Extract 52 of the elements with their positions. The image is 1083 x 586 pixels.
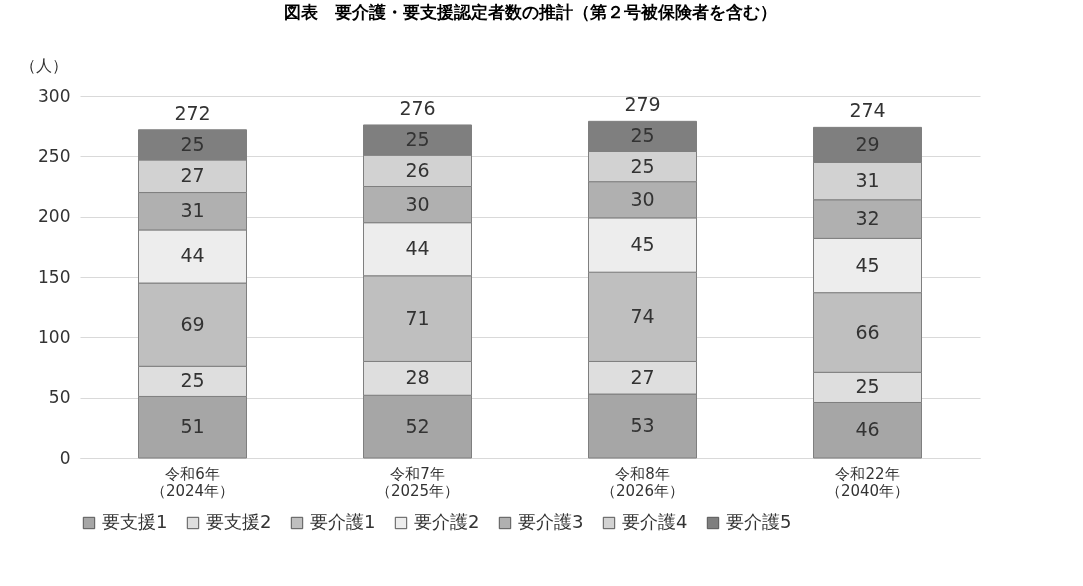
data-label: 27: [180, 164, 205, 187]
y-tick-label: 250: [38, 145, 71, 166]
y-tick-label: 50: [48, 387, 71, 408]
data-label: 69: [180, 312, 205, 335]
data-label: 31: [855, 169, 880, 192]
total-label: 276: [399, 96, 436, 119]
data-label: 46: [855, 418, 880, 441]
x-tick-label: 令和22年（2040年）: [825, 464, 910, 500]
total-label: 279: [624, 93, 661, 116]
data-label: 51: [180, 415, 205, 438]
y-tick-label: 100: [38, 326, 71, 347]
total-label: 274: [849, 99, 886, 122]
legend-label: 要介護1: [310, 511, 376, 532]
data-label: 44: [405, 237, 430, 260]
data-label: 71: [405, 306, 430, 329]
data-label: 25: [855, 375, 880, 398]
x-tick-label: 令和6年（2024年）: [150, 464, 235, 500]
data-label: 28: [405, 366, 430, 389]
data-label: 27: [630, 365, 655, 388]
y-tick-label: 300: [38, 85, 71, 106]
y-axis-title: （人）: [20, 56, 68, 75]
data-label: 45: [855, 253, 880, 276]
legend-label: 要介護3: [518, 511, 584, 532]
total-label: 272: [174, 101, 211, 124]
y-tick-label: 200: [38, 206, 71, 227]
data-label: 32: [855, 207, 880, 230]
data-label: 53: [630, 414, 655, 437]
legend-label: 要介護2: [414, 511, 480, 532]
x-tick-label: 令和8年（2026年）: [600, 464, 685, 500]
data-label: 74: [630, 304, 655, 327]
legend-label: 要支援1: [102, 511, 168, 532]
x-tick-label: 令和7年（2025年）: [375, 464, 460, 500]
data-label: 30: [630, 187, 655, 210]
data-label: 25: [405, 128, 430, 151]
y-tick-label: 0: [59, 447, 71, 468]
data-label: 25: [630, 154, 655, 177]
data-label: 25: [630, 124, 655, 147]
data-label: 31: [180, 199, 205, 222]
data-label: 45: [630, 233, 655, 256]
data-label: 66: [855, 320, 880, 343]
legend-label: 要介護4: [622, 511, 688, 532]
data-label: 52: [405, 414, 430, 437]
data-label: 29: [855, 132, 880, 155]
y-tick-label: 150: [38, 266, 71, 287]
legend-label: 要介護5: [726, 511, 792, 532]
chart-title: 図表 要介護・要支援認定者数の推計（第２号被保険者を含む）: [283, 2, 777, 22]
data-label: 25: [180, 369, 205, 392]
data-label: 26: [405, 158, 430, 181]
legend-label: 要支援2: [206, 511, 272, 532]
data-label: 44: [180, 244, 205, 267]
data-label: 25: [180, 132, 205, 155]
data-label: 30: [405, 192, 430, 215]
